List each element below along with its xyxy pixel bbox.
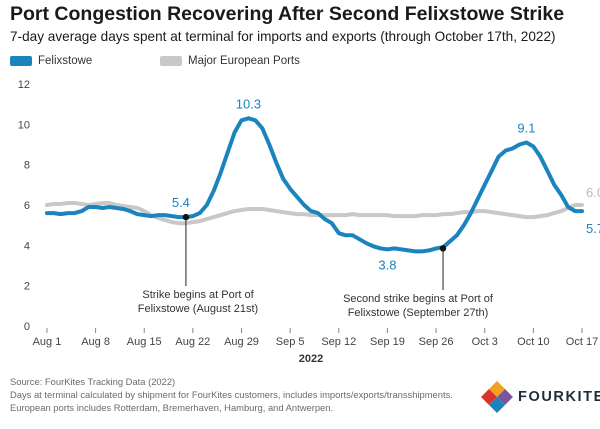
legend-label-felixstowe: Felixstowe [38, 55, 93, 67]
x-tick-label: Sep 19 [370, 336, 405, 348]
annotation-marker [182, 213, 190, 221]
y-tick-label: 4 [24, 240, 30, 252]
x-tick-label: Oct 10 [517, 336, 549, 348]
data-label: 5.4 [172, 195, 190, 210]
data-label: 6.0 [586, 185, 600, 200]
legend-label-europe: Major European Ports [188, 55, 300, 67]
y-tick-label: 6 [24, 200, 30, 212]
annotation-marker [439, 245, 447, 252]
annotation-text-line: Strike begins at Port of [142, 289, 254, 301]
x-tick-label: Aug 8 [81, 336, 110, 348]
x-tick-label: Aug 15 [127, 336, 162, 348]
x-tick-label: Sep 5 [276, 336, 305, 348]
x-tick-label: Aug 29 [224, 336, 259, 348]
annotation-text-line: Felixstowe (September 27th) [348, 307, 489, 319]
x-tick-label: Sep 26 [419, 336, 454, 348]
legend-swatch-felixstowe [10, 56, 32, 66]
logo-text: FOURKITES [518, 389, 600, 405]
series-line-european-ports [44, 201, 584, 226]
data-label: 5.7 [586, 221, 600, 236]
fourkites-logo: FOURKITES [480, 380, 600, 414]
footer-note-ports: European ports includes Rotterdam, Breme… [10, 402, 334, 413]
y-tick-label: 0 [24, 321, 30, 333]
x-tick-label: Oct 17 [566, 336, 598, 348]
footer-source: Source: FourKites Tracking Data (2022) [10, 376, 176, 387]
legend-item-europe: Major European Ports [160, 55, 300, 67]
legend-swatch-europe [160, 56, 182, 66]
y-tick-label: 8 [24, 160, 30, 172]
annotation-text-line: Second strike begins at Port of [343, 293, 494, 305]
chart-subtitle: 7-day average days spent at terminal for… [10, 29, 556, 44]
legend-item-felixstowe: Felixstowe [10, 55, 92, 67]
chart-title: Port Congestion Recovering After Second … [10, 3, 565, 25]
data-label: 3.8 [378, 257, 396, 272]
y-tick-label: 2 [24, 281, 30, 293]
y-tick-label: 10 [18, 119, 30, 131]
series-line-felixstowe [44, 116, 584, 254]
data-label: 10.3 [236, 96, 261, 111]
fourkites-kite-icon [481, 381, 513, 413]
y-tick-label: 12 [18, 79, 30, 91]
x-axis-title: 2022 [299, 353, 323, 365]
annotation-text-line: Felixstowe (August 21st) [138, 303, 258, 315]
x-tick-label: Sep 12 [321, 336, 356, 348]
data-label: 9.1 [517, 120, 535, 135]
x-tick-label: Aug 22 [175, 336, 210, 348]
footer-note-calc: Days at terminal calculated by shipment … [10, 389, 453, 400]
x-tick-label: Aug 1 [33, 336, 62, 348]
x-tick-label: Oct 3 [472, 336, 498, 348]
